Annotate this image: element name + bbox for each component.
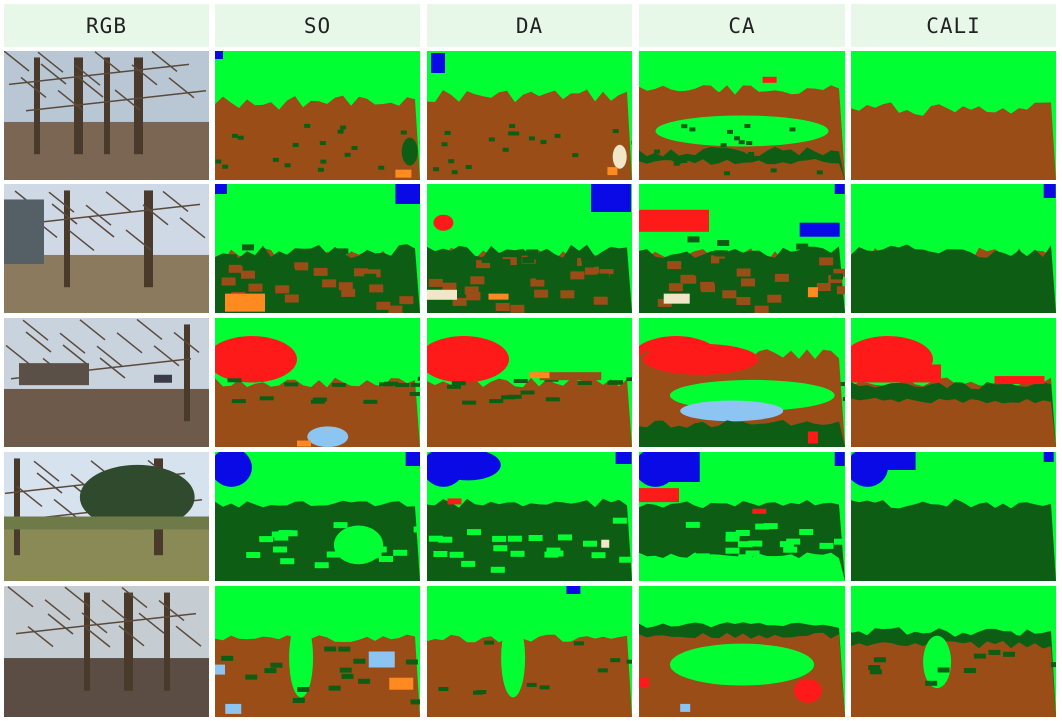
segmentation-cali-row-4 <box>851 452 1056 581</box>
segmentation-so-row-3 <box>215 318 420 447</box>
header-rgb: RGB <box>4 4 209 47</box>
segmentation-da-row-5 <box>427 586 632 717</box>
segmentation-ca-row-3 <box>639 318 845 447</box>
rgb-photo-row-2 <box>4 184 209 313</box>
segmentation-so-row-1 <box>215 51 420 180</box>
rgb-photo-row-5 <box>4 586 209 717</box>
rgb-photo-row-3 <box>4 318 209 447</box>
header-so: SO <box>215 4 420 47</box>
segmentation-da-row-1 <box>427 51 632 180</box>
segmentation-cali-row-5 <box>851 586 1056 717</box>
header-ca: CA <box>639 4 845 47</box>
rgb-photo-row-4 <box>4 452 209 581</box>
segmentation-ca-row-4 <box>639 452 845 581</box>
segmentation-ca-row-2 <box>639 184 845 313</box>
segmentation-cali-row-3 <box>851 318 1056 447</box>
segmentation-cali-row-2 <box>851 184 1056 313</box>
segmentation-so-row-5 <box>215 586 420 717</box>
segmentation-so-row-2 <box>215 184 420 313</box>
header-cali: CALI <box>851 4 1056 47</box>
rgb-photo-row-1 <box>4 51 209 180</box>
segmentation-ca-row-1 <box>639 51 845 180</box>
segmentation-da-row-2 <box>427 184 632 313</box>
segmentation-so-row-4 <box>215 452 420 581</box>
segmentation-cali-row-1 <box>851 51 1056 180</box>
segmentation-ca-row-5 <box>639 586 845 717</box>
header-da: DA <box>427 4 632 47</box>
segmentation-da-row-3 <box>427 318 632 447</box>
segmentation-da-row-4 <box>427 452 632 581</box>
